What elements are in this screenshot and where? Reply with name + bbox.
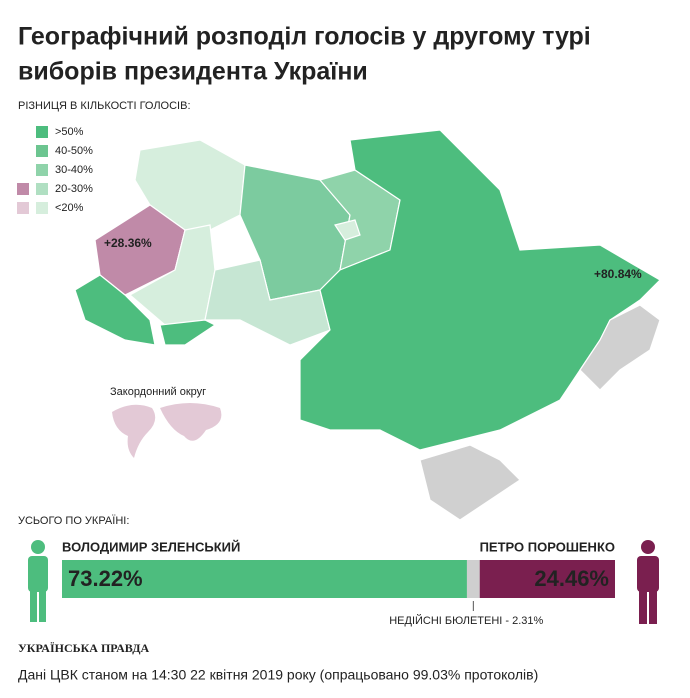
candidate-name: ПЕТРО ПОРОШЕНКО (480, 539, 615, 554)
map-label: +80.84% (594, 267, 642, 281)
bar-segment (479, 560, 615, 598)
bar-segment (466, 560, 480, 598)
value-label: 24.46% (534, 566, 609, 591)
region (579, 304, 661, 391)
legend-label: >50% (55, 126, 84, 138)
value-label: 73.22% (68, 566, 143, 591)
total-bar: ВОЛОДИМИР ЗЕЛЕНСЬКИЙ 73.22% НЕДІЙСНІ БЮЛЕТ… (62, 539, 615, 627)
title-line: Географічний розподіл голосів у другому … (18, 23, 591, 51)
legend: >50% 40-50% 30-40% 20-30% <20% (17, 126, 93, 214)
total-heading: УСЬОГО ПО УКРАЇНІ: (18, 515, 129, 527)
legend-swatch (17, 183, 29, 195)
candidate-name: ВОЛОДИМИР ЗЕЛЕНСЬКИЙ (62, 539, 240, 554)
legend-swatch (36, 164, 48, 176)
logo: УКРАЇНСЬКА ПРАВДА (18, 641, 150, 655)
map-label: +28.36% (104, 236, 152, 250)
map: +28.36% +80.84% Закордонний округ (74, 129, 661, 521)
region (74, 274, 156, 346)
legend-label: 20-30% (55, 183, 93, 195)
region (159, 319, 217, 346)
legend-label: 40-50% (55, 145, 93, 157)
abroad-label: Закордонний округ (110, 386, 206, 398)
region (334, 219, 361, 241)
legend-label: <20% (55, 202, 84, 214)
legend-swatch (36, 126, 48, 138)
region (419, 444, 521, 521)
value-label: НЕДІЙСНІ БЮЛЕТЕНІ - 2.31% (389, 614, 543, 627)
legend-swatch (36, 202, 48, 214)
portrait (637, 540, 659, 624)
portrait (28, 540, 48, 622)
bar-segment (62, 560, 467, 598)
legend-label: 30-40% (55, 164, 93, 176)
legend-swatch (36, 183, 48, 195)
region (299, 129, 661, 451)
title-line: виборів президента України (18, 58, 368, 86)
legend-heading: РІЗНИЦЯ В КІЛЬКОСТІ ГОЛОСІВ: (18, 100, 191, 112)
source: Дані ЦВК станом на 14:30 22 квітня 2019 … (18, 667, 538, 683)
legend-swatch (17, 202, 29, 214)
abroad-shape (112, 403, 222, 458)
legend-swatch (36, 145, 48, 157)
